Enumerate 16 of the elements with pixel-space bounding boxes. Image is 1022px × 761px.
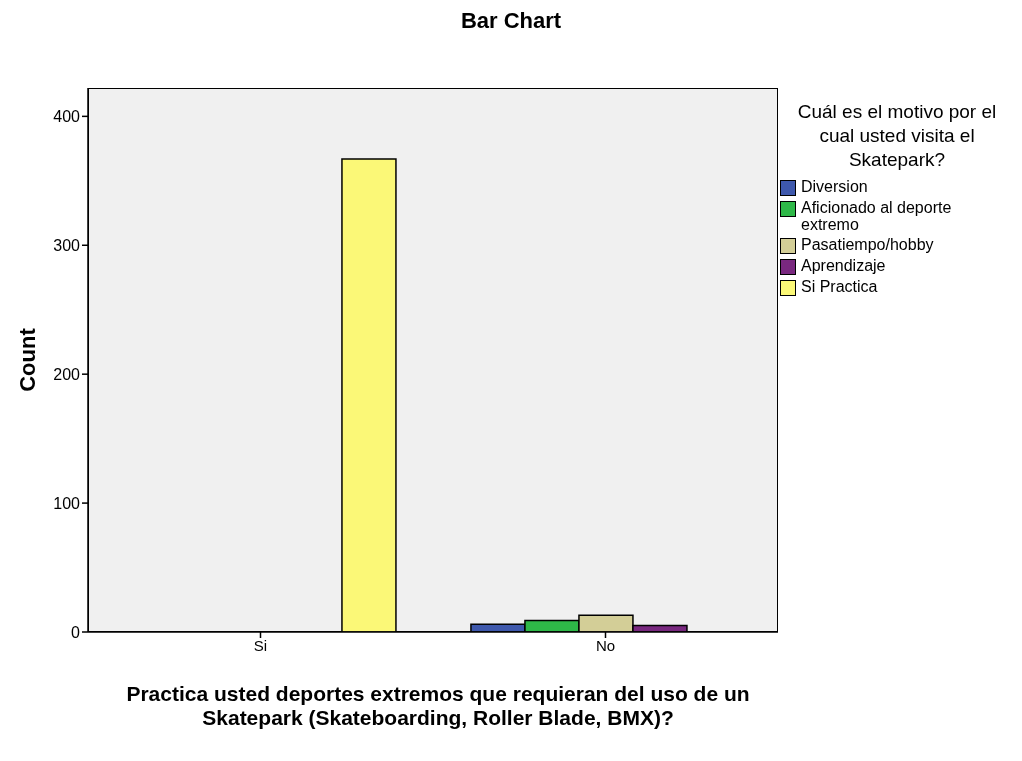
y-tick-label: 400 <box>53 108 81 126</box>
y-tick-label: 200 <box>53 365 81 383</box>
legend-label: Diversion <box>801 178 869 195</box>
legend-label: Aficionado al deporte extremo <box>801 199 953 233</box>
y-tick-label: 100 <box>53 494 81 512</box>
legend-title: Cuál es el motivo por el cual usted visita el Skatepark? <box>796 100 998 172</box>
x-tick-label: No <box>595 636 616 654</box>
legend-label: Aprendizaje <box>801 257 887 274</box>
legend-label: Pasatiempo/hobby <box>801 236 935 253</box>
x-axis-title: Practica usted deportes extremos que requieran del uso de un Skatepark (Skateboarding, Roller Blade, BMX)? <box>125 682 751 730</box>
legend-label: Si Practica <box>801 278 879 295</box>
x-tick-label: Si <box>253 636 268 654</box>
y-axis-title: Count <box>14 327 41 394</box>
chart-title: Bar Chart <box>459 8 563 34</box>
y-tick-label: 0 <box>71 623 81 641</box>
y-tick-label: 300 <box>53 236 81 254</box>
